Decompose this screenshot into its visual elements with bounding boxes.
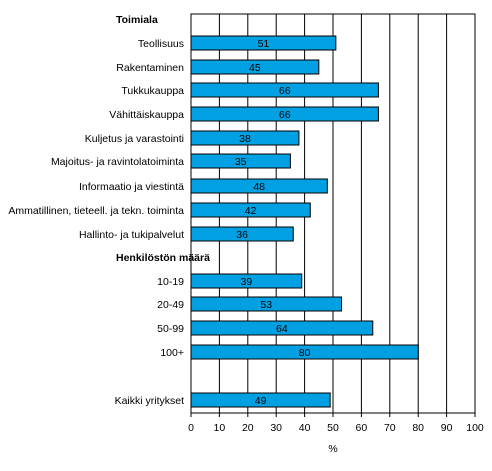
category-label: 20-49 (157, 299, 184, 311)
category-label: Majoitus- ja ravintolatoiminta (51, 156, 184, 168)
value-label: 38 (239, 133, 251, 145)
category-label: 100+ (160, 347, 184, 359)
bar (190, 320, 374, 336)
labels: 0 10 20 30 40 50 60 70 80 90 100 Toimiala Henkilöstö… (8, 14, 484, 434)
x-tick-label: 80 (412, 422, 424, 434)
value-label: 39 (241, 276, 253, 288)
x-tick-label: 0 (188, 422, 194, 434)
value-label: 45 (249, 62, 261, 74)
category-label: 10-19 (157, 276, 184, 288)
x-tick-label: 90 (441, 422, 453, 434)
category-label: Teollisuus (138, 38, 184, 50)
value-label: 35 (235, 156, 247, 168)
bar (190, 82, 379, 98)
bar (190, 296, 343, 312)
bar (190, 35, 337, 51)
value-label: 49 (255, 395, 267, 407)
x-tick-label: 20 (242, 422, 254, 434)
value-label: 36 (236, 229, 248, 241)
x-axis-title: % (328, 443, 337, 455)
bar (190, 106, 379, 122)
group-header: Toimiala (116, 14, 158, 26)
bar (190, 153, 291, 169)
value-label: 51 (258, 38, 270, 50)
value-label: 64 (276, 323, 288, 335)
bar (190, 392, 331, 408)
bar (190, 226, 294, 242)
category-label: Rakentaminen (116, 62, 184, 74)
x-tick-label: 60 (356, 422, 368, 434)
bar (190, 344, 419, 360)
x-tick-label: 70 (384, 422, 396, 434)
bars (190, 35, 419, 408)
x-tick-label: 30 (270, 422, 282, 434)
value-label: 80 (299, 347, 311, 359)
category-label: Tukkukauppa (121, 85, 184, 97)
x-tick-label: 50 (327, 422, 339, 434)
category-label: Informaatio ja viestintä (79, 181, 184, 193)
value-label: 42 (245, 205, 257, 217)
value-label: 48 (253, 181, 265, 193)
value-label: 66 (279, 109, 291, 121)
bar (190, 130, 300, 146)
group-header: Henkilöstön määrä (116, 252, 210, 264)
x-tick-label: 10 (214, 422, 226, 434)
value-label: 53 (260, 299, 272, 311)
x-tick-label: 40 (299, 422, 311, 434)
category-label: 50-99 (157, 323, 184, 335)
value-label: 66 (279, 85, 291, 97)
category-label: Vähittäiskauppa (109, 109, 184, 121)
category-label: Kuljetus ja varastointi (85, 133, 184, 145)
category-label: Ammatillinen, tieteell. ja tekn. toimint… (8, 205, 184, 217)
category-label: Hallinto- ja tukipalvelut (79, 229, 184, 241)
bar (190, 202, 311, 218)
bar (190, 273, 303, 289)
category-label: Kaikki yritykset (115, 395, 185, 407)
x-tick-label: 100 (466, 422, 484, 434)
bar (190, 178, 328, 194)
bar (190, 59, 320, 75)
